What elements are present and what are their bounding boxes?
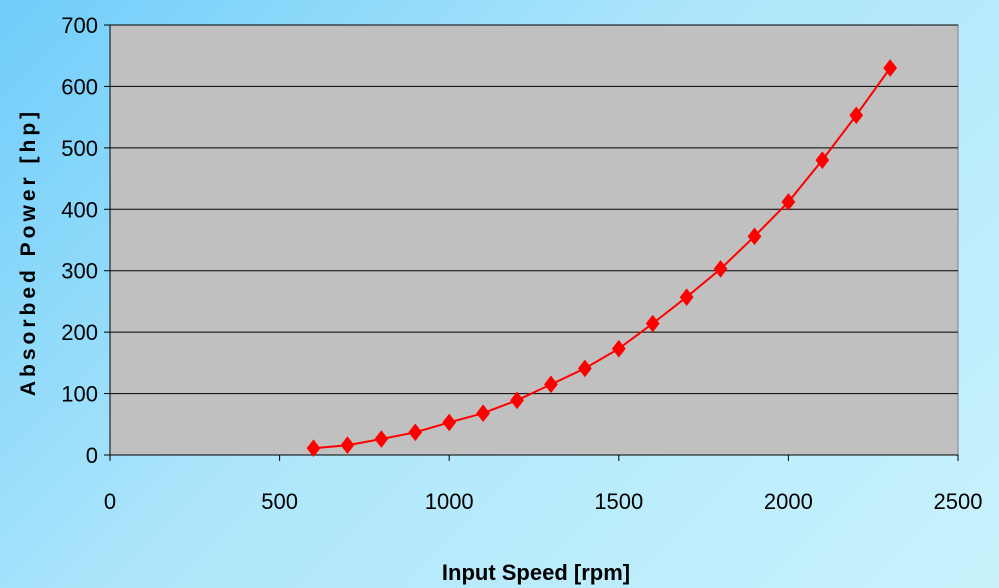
x-tick-label-0: 0 xyxy=(104,489,116,514)
data-point-2000 xyxy=(781,193,796,211)
y-tick-label-200: 200 xyxy=(61,320,98,345)
y-tick-label-300: 300 xyxy=(61,259,98,284)
data-point-1000 xyxy=(442,413,457,432)
data-point-2100 xyxy=(815,151,830,169)
data-point-900 xyxy=(408,423,423,442)
gridlines xyxy=(110,24,958,395)
y-tick-label-500: 500 xyxy=(61,136,98,161)
y-tick-label-700: 700 xyxy=(61,13,98,38)
data-point-2300 xyxy=(883,59,898,77)
data-point-1200 xyxy=(510,391,524,410)
y-tick-label-0: 0 xyxy=(86,443,98,468)
x-tick-label-2500: 2500 xyxy=(934,489,983,514)
y-axis-label: Absorbed Power [hp] xyxy=(17,108,40,396)
y-tick-label-400: 400 xyxy=(61,197,98,222)
data-point-1800 xyxy=(713,260,728,278)
data-point-1900 xyxy=(747,227,762,246)
y-tick-label-100: 100 xyxy=(61,382,98,407)
data-point-1100 xyxy=(476,404,490,423)
data-point-1600 xyxy=(645,314,660,333)
plot-area xyxy=(109,24,959,456)
data-point-800 xyxy=(374,430,389,448)
data-point-600 xyxy=(306,439,321,458)
y-axis-ticks: 0 100 200 300 400 500 600 700 xyxy=(61,13,110,468)
series-group xyxy=(306,59,898,458)
data-point-1400 xyxy=(578,359,592,378)
data-point-1500 xyxy=(611,339,626,358)
x-tick-label-2000: 2000 xyxy=(764,489,813,514)
x-tick-label-500: 500 xyxy=(261,489,298,514)
data-point-1300 xyxy=(544,375,558,394)
x-axis-ticks: 0 500 1000 1500 2000 2500 xyxy=(104,455,983,514)
x-tick-label-1500: 1500 xyxy=(594,489,643,514)
x-tick-label-1000: 1000 xyxy=(425,489,474,514)
data-point-2200 xyxy=(849,106,864,125)
data-point-1700 xyxy=(679,288,694,306)
y-tick-label-600: 600 xyxy=(61,74,98,99)
data-point-700 xyxy=(340,436,355,454)
x-axis-label: Input Speed [rpm] xyxy=(442,560,630,585)
